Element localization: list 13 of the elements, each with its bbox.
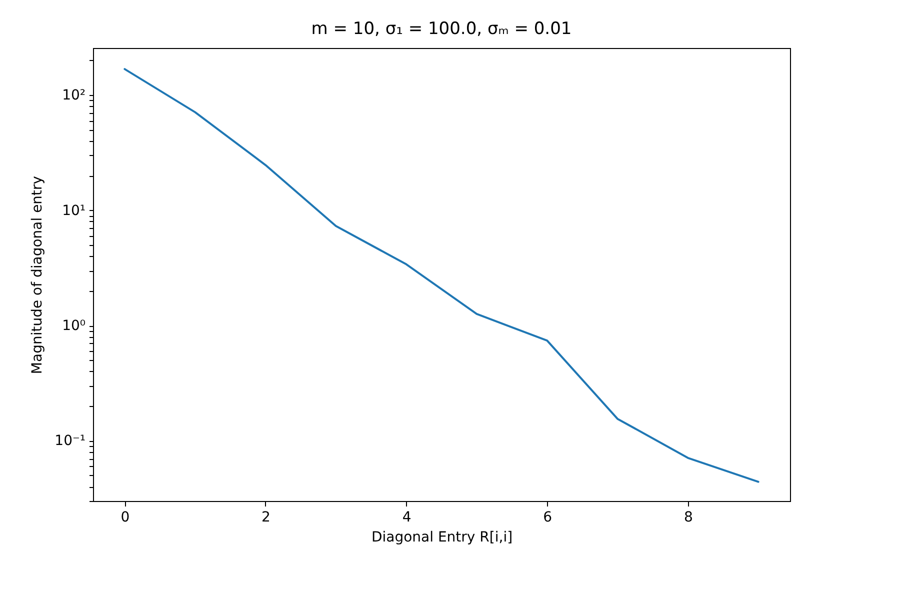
y-tick-label: 10⁻¹ [54, 433, 86, 450]
y-axis-title: Magnitude of diagonal entry [30, 176, 46, 374]
y-tick-label: 10⁰ [62, 318, 86, 334]
line-series [124, 68, 760, 483]
x-tick-label: 8 [684, 510, 693, 526]
chart-title: m = 10, σ₁ = 100.0, σₘ = 0.01 [311, 19, 572, 39]
x-tick-label: 4 [402, 510, 412, 526]
x-axis-title: Diagonal Entry R[i,i] [371, 530, 513, 546]
x-tick-label: 6 [543, 510, 552, 526]
y-tick-label: 10² [62, 88, 86, 104]
x-tick-label: 0 [120, 510, 130, 526]
x-tick-label: 2 [262, 510, 270, 526]
y-tick-label: 10¹ [62, 202, 86, 219]
